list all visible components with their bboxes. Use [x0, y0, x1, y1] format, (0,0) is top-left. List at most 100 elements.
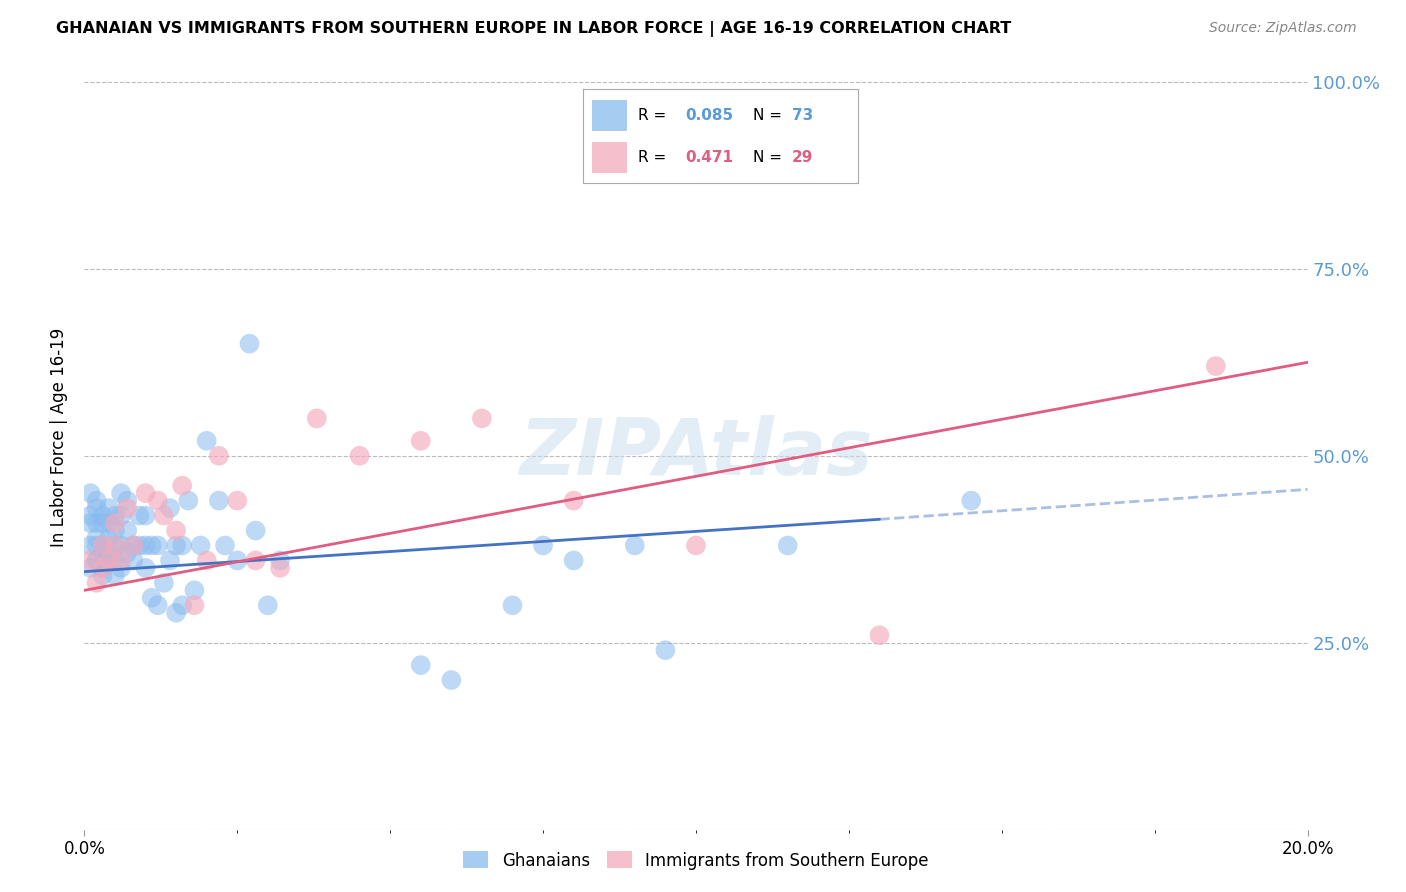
Point	[135, 561, 157, 575]
Point	[122, 539, 145, 553]
Point	[141, 539, 163, 553]
Point	[91, 546, 114, 560]
Point	[226, 553, 249, 567]
Y-axis label: In Labor Force | Age 16-19: In Labor Force | Age 16-19	[51, 327, 69, 547]
Point	[135, 486, 157, 500]
Point	[91, 568, 114, 582]
Point	[183, 583, 205, 598]
Point	[110, 561, 132, 575]
Point	[245, 553, 267, 567]
Point	[91, 561, 114, 575]
Point	[115, 493, 138, 508]
Point	[97, 546, 120, 560]
Point	[195, 434, 218, 448]
Point	[409, 658, 432, 673]
Point	[128, 539, 150, 553]
Point	[86, 516, 108, 530]
Text: R =: R =	[638, 150, 672, 165]
Point	[349, 449, 371, 463]
Point	[97, 553, 120, 567]
Point	[115, 546, 138, 560]
Point	[110, 539, 132, 553]
Point	[531, 539, 554, 553]
Point	[776, 539, 799, 553]
Point	[245, 524, 267, 538]
Point	[104, 524, 127, 538]
Point	[97, 501, 120, 516]
Point	[685, 539, 707, 553]
Point	[269, 561, 291, 575]
Text: GHANAIAN VS IMMIGRANTS FROM SOUTHERN EUROPE IN LABOR FORCE | AGE 16-19 CORRELATI: GHANAIAN VS IMMIGRANTS FROM SOUTHERN EUR…	[56, 21, 1011, 37]
Point	[104, 539, 127, 553]
Point	[104, 568, 127, 582]
Point	[172, 478, 194, 492]
Point	[172, 539, 194, 553]
Point	[177, 493, 200, 508]
Point	[91, 561, 114, 575]
Text: Source: ZipAtlas.com: Source: ZipAtlas.com	[1209, 21, 1357, 35]
Point	[97, 553, 120, 567]
Point	[122, 553, 145, 567]
Text: N =: N =	[754, 150, 787, 165]
Point	[195, 553, 218, 567]
Point	[135, 539, 157, 553]
Point	[208, 493, 231, 508]
Point	[440, 673, 463, 687]
Point	[869, 628, 891, 642]
Text: R =: R =	[638, 108, 672, 123]
Point	[79, 539, 101, 553]
Point	[208, 449, 231, 463]
Point	[91, 539, 114, 553]
Point	[141, 591, 163, 605]
Point	[135, 508, 157, 523]
Point	[104, 516, 127, 530]
Point	[624, 539, 647, 553]
Point	[146, 493, 169, 508]
Point	[562, 493, 585, 508]
Point	[960, 493, 983, 508]
Bar	[592, 142, 627, 173]
Text: N =: N =	[754, 108, 787, 123]
Point	[146, 539, 169, 553]
Point	[172, 599, 194, 613]
Point	[79, 486, 101, 500]
Point	[159, 501, 181, 516]
Point	[165, 539, 187, 553]
Point	[86, 493, 108, 508]
Point	[79, 561, 101, 575]
Point	[79, 516, 101, 530]
Point	[91, 539, 114, 553]
Point	[153, 508, 176, 523]
Point	[86, 553, 108, 567]
Text: 0.471: 0.471	[685, 150, 733, 165]
Point	[115, 501, 138, 516]
Point	[79, 508, 101, 523]
Point	[305, 411, 328, 425]
Point	[269, 553, 291, 567]
Point	[190, 539, 212, 553]
Point	[238, 336, 260, 351]
Point	[183, 599, 205, 613]
Point	[86, 575, 108, 590]
Point	[226, 493, 249, 508]
Point	[86, 501, 108, 516]
Point	[214, 539, 236, 553]
Point	[104, 508, 127, 523]
Text: 73: 73	[792, 108, 813, 123]
Point	[257, 599, 280, 613]
Point	[110, 553, 132, 567]
Point	[86, 531, 108, 545]
Point	[97, 531, 120, 545]
Point	[165, 606, 187, 620]
Point	[115, 524, 138, 538]
Point	[91, 508, 114, 523]
Point	[122, 539, 145, 553]
Point	[471, 411, 494, 425]
Point	[110, 486, 132, 500]
Point	[97, 516, 120, 530]
Point	[104, 553, 127, 567]
Text: ZIPAtlas: ZIPAtlas	[519, 415, 873, 491]
Point	[91, 516, 114, 530]
Point	[153, 575, 176, 590]
Point	[562, 553, 585, 567]
